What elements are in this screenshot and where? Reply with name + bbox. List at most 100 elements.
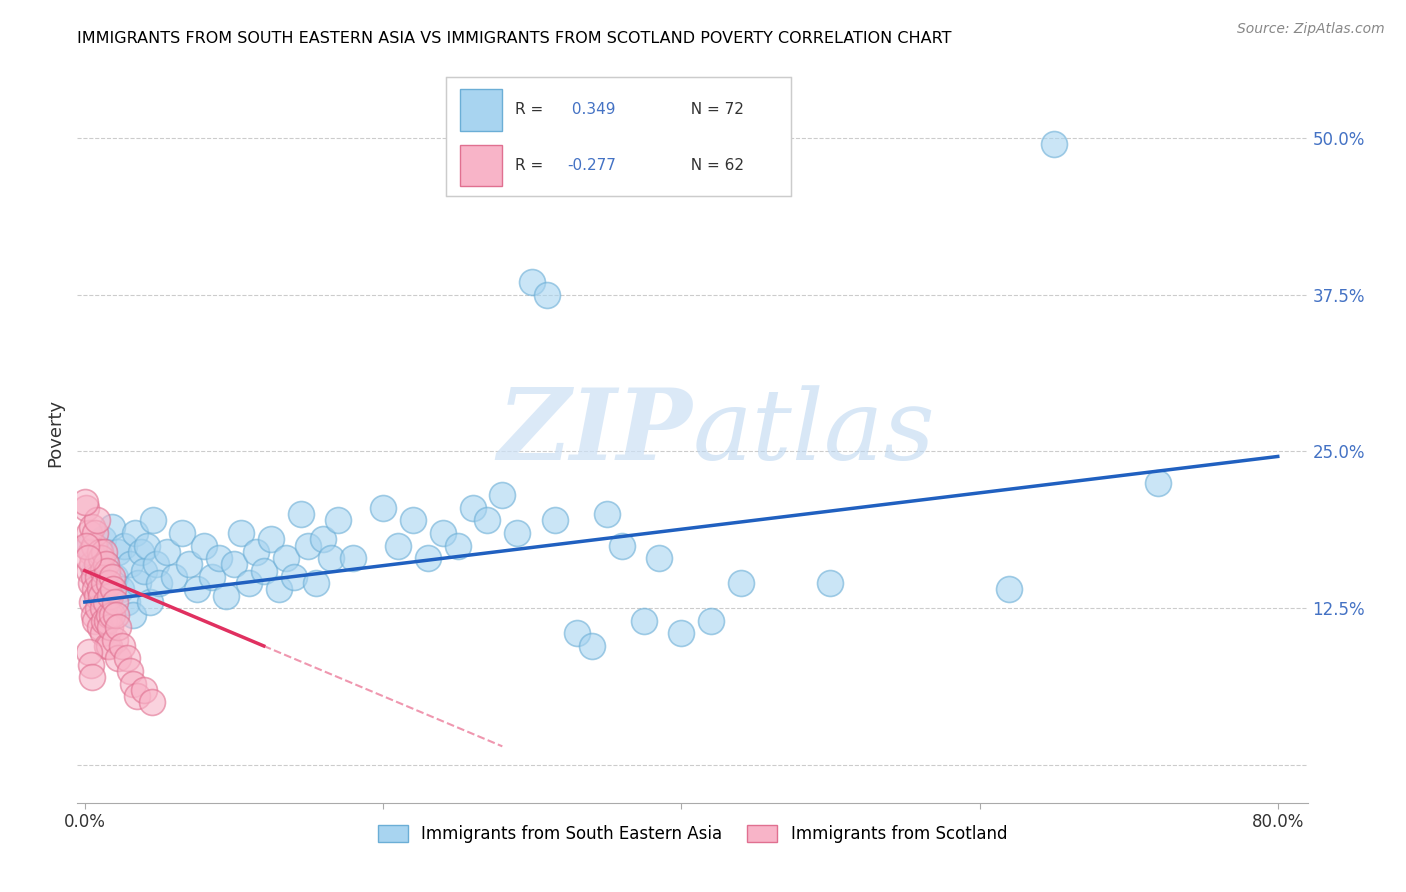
- Point: [267, 582, 290, 597]
- Point: [89, 620, 111, 634]
- Point: [139, 595, 162, 609]
- Point: [86, 558, 108, 572]
- Point: [141, 695, 163, 709]
- Point: [96, 564, 118, 578]
- Point: [387, 539, 409, 553]
- Point: [260, 533, 283, 547]
- Point: [91, 626, 114, 640]
- Point: [565, 626, 588, 640]
- Point: [596, 507, 619, 521]
- Point: [82, 520, 104, 534]
- Point: [80, 657, 103, 672]
- Point: [231, 526, 253, 541]
- Point: [100, 607, 122, 622]
- Point: [274, 551, 297, 566]
- Point: [84, 526, 107, 541]
- Point: [83, 607, 105, 622]
- Point: [610, 539, 633, 553]
- Point: [101, 582, 124, 597]
- Point: [87, 570, 110, 584]
- Point: [89, 582, 111, 597]
- Point: [290, 507, 312, 521]
- Point: [98, 589, 121, 603]
- Point: [104, 570, 127, 584]
- Point: [84, 614, 107, 628]
- Point: [193, 539, 215, 553]
- Point: [142, 513, 165, 527]
- Point: [100, 520, 122, 534]
- Point: [112, 539, 135, 553]
- Point: [87, 601, 110, 615]
- Point: [90, 589, 112, 603]
- Point: [107, 545, 129, 559]
- Point: [97, 639, 120, 653]
- Point: [97, 589, 120, 603]
- Point: [105, 607, 128, 622]
- Point: [77, 539, 100, 553]
- Point: [90, 551, 112, 566]
- Point: [461, 500, 484, 515]
- Point: [491, 488, 513, 502]
- Point: [730, 576, 752, 591]
- Point: [110, 582, 132, 597]
- Point: [648, 551, 671, 566]
- Point: [305, 576, 328, 591]
- Point: [179, 558, 201, 572]
- Point: [1147, 475, 1170, 490]
- Point: [91, 601, 114, 615]
- Point: [118, 664, 141, 678]
- Point: [86, 513, 108, 527]
- Point: [115, 651, 138, 665]
- Point: [145, 558, 167, 572]
- Point: [83, 564, 105, 578]
- Point: [506, 526, 529, 541]
- Point: [82, 595, 104, 609]
- Point: [107, 651, 129, 665]
- Point: [77, 564, 100, 578]
- Point: [134, 564, 156, 578]
- Point: [245, 545, 267, 559]
- Point: [76, 539, 98, 553]
- Point: [89, 576, 111, 591]
- Point: [91, 564, 114, 578]
- Point: [328, 513, 350, 527]
- Point: [86, 589, 108, 603]
- Point: [208, 551, 231, 566]
- Point: [93, 576, 115, 591]
- Point: [82, 558, 104, 572]
- Point: [94, 595, 117, 609]
- Point: [536, 287, 558, 301]
- Point: [671, 626, 693, 640]
- Point: [107, 620, 129, 634]
- Point: [700, 614, 723, 628]
- Point: [104, 595, 127, 609]
- Point: [998, 582, 1021, 597]
- Point: [131, 545, 153, 559]
- Point: [416, 551, 439, 566]
- Point: [543, 513, 565, 527]
- Point: [86, 551, 108, 566]
- Point: [432, 526, 454, 541]
- Point: [163, 570, 186, 584]
- Point: [91, 533, 114, 547]
- Point: [97, 607, 120, 622]
- Point: [127, 576, 149, 591]
- Point: [200, 570, 222, 584]
- Point: [820, 576, 842, 591]
- Point: [342, 551, 364, 566]
- Point: [581, 639, 603, 653]
- Point: [170, 526, 193, 541]
- Point: [222, 558, 245, 572]
- Point: [98, 620, 121, 634]
- Point: [100, 570, 122, 584]
- Point: [75, 539, 97, 553]
- Point: [283, 570, 305, 584]
- Point: [136, 539, 159, 553]
- Point: [134, 682, 156, 697]
- Point: [76, 551, 98, 566]
- Point: [319, 551, 342, 566]
- Point: [253, 564, 276, 578]
- Point: [94, 558, 117, 572]
- Point: [148, 576, 170, 591]
- Text: ZIP: ZIP: [498, 384, 693, 481]
